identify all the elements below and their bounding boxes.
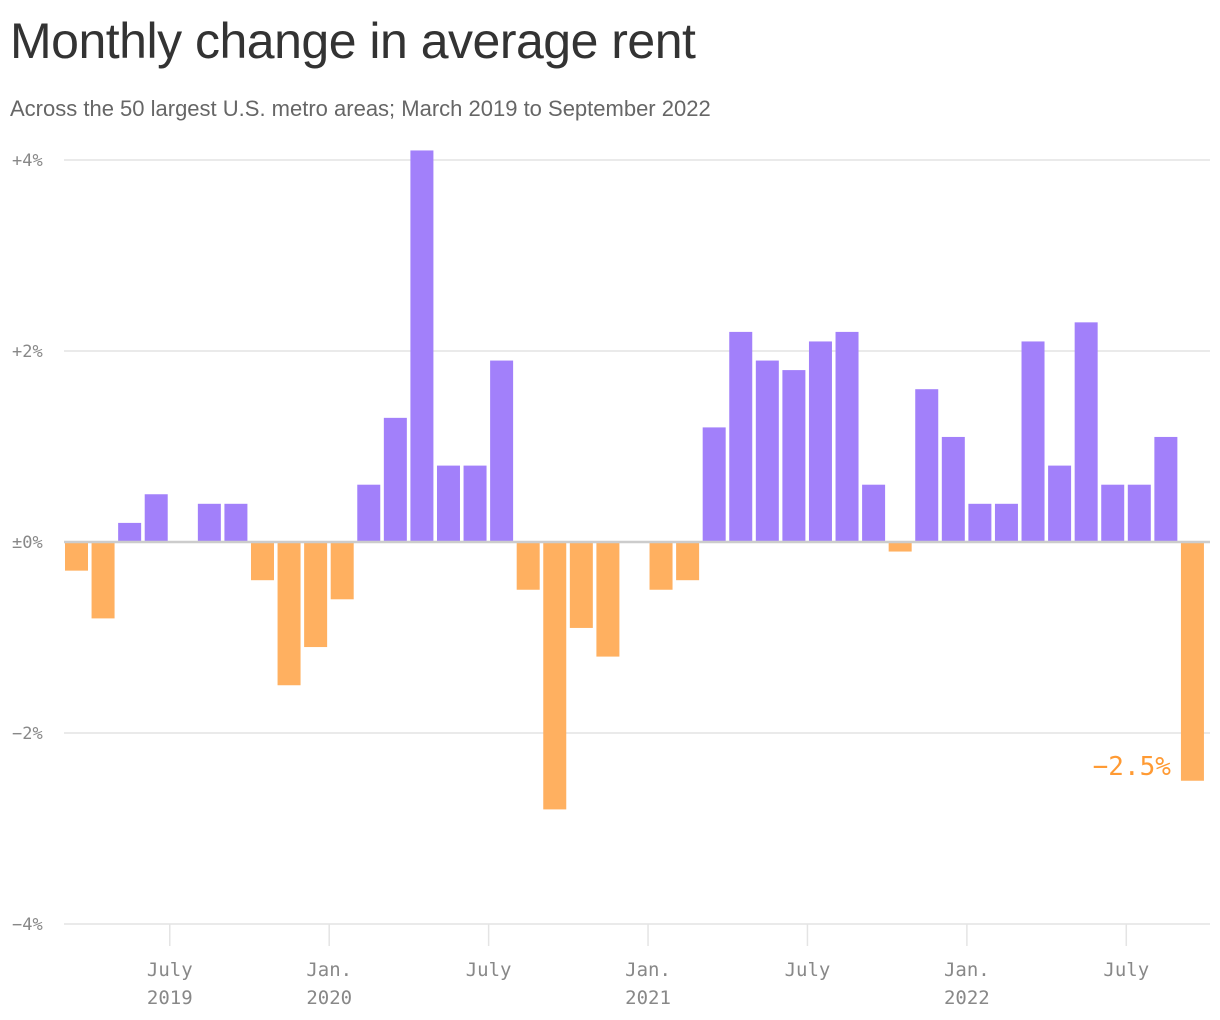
bar [1048, 465, 1072, 542]
bar [888, 542, 912, 552]
last-value-annotation: −2.5% [1093, 752, 1172, 782]
y-tick-label: +4% [12, 151, 43, 171]
bar [65, 542, 88, 571]
bar [277, 542, 301, 686]
bar [224, 503, 248, 542]
bar [357, 484, 381, 542]
y-tick-label: −4% [12, 915, 43, 935]
y-tick-label: ±0% [12, 533, 43, 553]
bar [91, 542, 115, 619]
x-tick-label: July [147, 959, 193, 981]
x-axis: July 2019 Jan. 2020 July Jan. 2021 July Jan. 2022… [147, 924, 1149, 1009]
x-tick-label: Jan. [944, 959, 990, 981]
bar [968, 503, 992, 542]
bar [383, 417, 407, 542]
bar [490, 360, 514, 542]
x-tick-label: Jan. [306, 959, 352, 981]
bar [569, 542, 593, 628]
x-tick-label: July [785, 959, 831, 981]
bar [676, 542, 700, 581]
bar [304, 542, 328, 648]
bar [808, 341, 832, 542]
bar [1101, 484, 1125, 542]
y-axis: +4% +2% ±0% −2% −4% [12, 151, 43, 935]
bar [994, 503, 1018, 542]
chart-title: Monthly change in average rent [10, 13, 696, 69]
bar [330, 542, 354, 600]
annotations: −2.5% [1093, 752, 1172, 782]
bar [596, 542, 620, 657]
bar [1127, 484, 1151, 542]
bar [436, 465, 460, 542]
bar [729, 331, 753, 542]
bar [782, 370, 806, 542]
bar [835, 331, 859, 542]
x-tick-year: 2019 [147, 987, 193, 1009]
y-tick-label: +2% [12, 342, 43, 362]
bar [941, 436, 965, 542]
bar [250, 542, 274, 581]
bar [862, 484, 886, 542]
bar [410, 150, 434, 542]
bar [649, 542, 673, 590]
bar [516, 542, 540, 590]
bar [543, 542, 567, 810]
bar [915, 389, 939, 542]
bar [144, 494, 168, 542]
y-tick-label: −2% [12, 724, 43, 744]
bar [1180, 542, 1204, 781]
x-tick-year: 2021 [625, 987, 671, 1009]
x-tick-label: Jan. [625, 959, 671, 981]
chart-subtitle: Across the 50 largest U.S. metro areas; … [10, 96, 711, 121]
bar [463, 465, 487, 542]
x-tick-year: 2022 [944, 987, 990, 1009]
bar [755, 360, 779, 542]
bar [702, 427, 726, 542]
bars [65, 150, 1204, 810]
bar [197, 503, 221, 542]
bar [1074, 322, 1098, 542]
gridlines [64, 159, 1210, 925]
x-tick-label: July [466, 959, 512, 981]
x-tick-year: 2020 [306, 987, 352, 1009]
x-tick-label: July [1103, 959, 1149, 981]
bar [1021, 341, 1045, 542]
bar [118, 522, 142, 542]
bar [1154, 436, 1178, 542]
